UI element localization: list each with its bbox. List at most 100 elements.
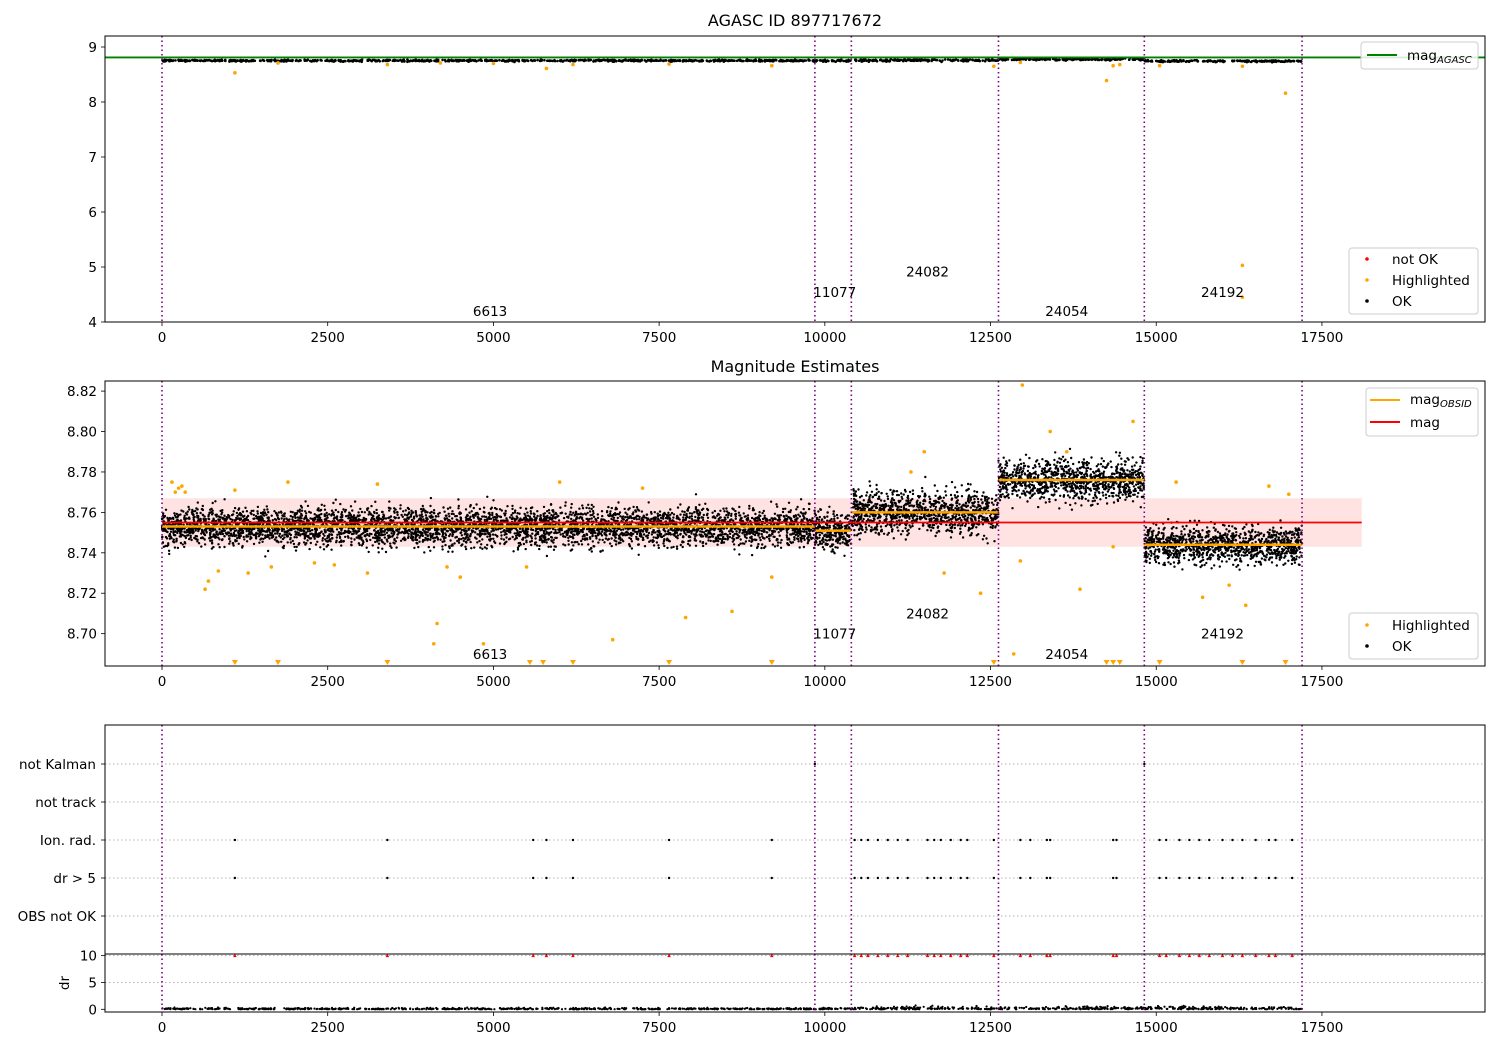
- mag-ok-point: [588, 507, 591, 510]
- mag-ok-point: [261, 540, 264, 543]
- mag-ok-point: [524, 507, 528, 510]
- mag-ok-point: [396, 513, 399, 517]
- agasc-ok-point: [766, 59, 769, 62]
- mag-ok-point: [802, 530, 806, 533]
- mag-ok-point: [581, 504, 584, 507]
- mag-ok-point: [808, 518, 811, 521]
- mag-ok-point: [577, 543, 580, 546]
- mag-ok-point: [335, 528, 339, 531]
- mag-ok-point: [682, 516, 685, 519]
- agasc-ok-point: [902, 58, 906, 62]
- mag-ok-point: [455, 518, 458, 521]
- agasc-ok-point: [1292, 59, 1296, 63]
- agasc-ok-point: [821, 59, 824, 63]
- agasc-ok-point: [558, 59, 562, 62]
- mag-ok-point: [179, 519, 183, 522]
- mag-ok-point: [437, 515, 440, 518]
- agasc-y-tick-label: 5: [88, 260, 97, 276]
- mag-ok-point: [204, 517, 207, 521]
- agasc-ok-point: [648, 59, 651, 62]
- mag-ok-point: [380, 538, 383, 542]
- mag-ok-point: [413, 523, 416, 526]
- mag-ok-point: [626, 513, 629, 516]
- mag-ok-point: [355, 530, 358, 533]
- agasc-y-tick-label: 6: [88, 205, 97, 221]
- mag-ok-point: [179, 535, 182, 538]
- mag-ok-point: [470, 547, 473, 550]
- mag-ok-point: [433, 512, 436, 515]
- mag-ok-point: [486, 543, 489, 547]
- mag-ok-point: [312, 535, 315, 538]
- mag-ok-point: [410, 527, 413, 531]
- agasc-ok-point: [906, 58, 910, 62]
- agasc-x-tick-label: 17500: [1300, 330, 1343, 346]
- not-ok-legend-marker: [1365, 257, 1369, 261]
- mag-ok-point: [656, 512, 659, 515]
- mag-ok-point: [481, 538, 484, 541]
- mag-ok-point: [743, 515, 746, 518]
- agasc-ok-point: [433, 59, 436, 62]
- mag-ok-point: [775, 503, 778, 506]
- mag-ok-point: [684, 518, 687, 522]
- agasc-ok-point: [1107, 58, 1111, 61]
- mag-ok-point: [592, 505, 595, 508]
- mag-ok-point: [658, 513, 662, 517]
- agasc-highlighted-point: [1283, 91, 1288, 95]
- agasc-ok-point: [597, 59, 600, 62]
- agasc-ok-point: [420, 59, 423, 62]
- mag-ok-point: [234, 518, 238, 521]
- agasc-ok-point: [1094, 57, 1097, 61]
- mag-ok-point: [267, 516, 270, 520]
- mag-ok-point: [569, 510, 572, 514]
- mag-ok-point: [306, 504, 310, 508]
- mag-ok-point: [259, 511, 263, 515]
- agasc-ok-point: [551, 59, 555, 63]
- mag-ok-point: [448, 546, 451, 550]
- mag-ok-point: [396, 511, 399, 514]
- mag-ok-point: [183, 545, 186, 549]
- mag-ok-point: [173, 546, 177, 549]
- mag-ok-point: [289, 541, 292, 544]
- agasc-ok-point: [290, 59, 294, 63]
- agasc-ok-point: [630, 59, 634, 62]
- mag-ok-point: [280, 540, 283, 543]
- mag-ok-point: [221, 532, 225, 536]
- mag-ok-point: [729, 519, 732, 522]
- agasc-ok-point: [1177, 60, 1180, 63]
- agasc-ok-point: [548, 59, 551, 62]
- mag-ok-point: [283, 512, 286, 516]
- mag-ok-point: [750, 516, 754, 520]
- agasc-ok-point: [1218, 59, 1222, 62]
- agasc-ok-point: [1221, 59, 1224, 63]
- mag-ok-point: [802, 545, 806, 549]
- mag-ok-point: [468, 511, 471, 514]
- agasc-highlighted-point: [276, 61, 280, 65]
- agasc-ok-point: [1268, 59, 1271, 63]
- agasc-ok-point: [471, 58, 475, 62]
- agasc-ok-point: [546, 59, 549, 62]
- mag-ok-point: [772, 535, 775, 538]
- mag-ok-point: [420, 513, 423, 516]
- mag-ok-point: [348, 511, 351, 514]
- mag-ok-point: [210, 547, 214, 550]
- mag-ok-point: [454, 515, 457, 518]
- mag-ok-point: [594, 534, 597, 538]
- agasc-ok-point: [654, 58, 658, 62]
- mag-ok-point: [570, 506, 573, 509]
- mag-ok-point: [562, 516, 566, 520]
- mag-ok-point: [337, 510, 340, 514]
- mag-ok-point: [491, 546, 494, 549]
- agasc-ok-point: [652, 59, 656, 62]
- agasc-ok-point: [983, 59, 987, 63]
- mag-ok-point: [476, 541, 479, 544]
- agasc-ok-point: [339, 60, 342, 63]
- mag-ok-point: [679, 543, 682, 547]
- agasc-ok-point: [1038, 58, 1041, 61]
- mag-ok-point: [764, 545, 767, 548]
- agasc-ok-point: [392, 58, 396, 62]
- mag-ok-point: [564, 512, 567, 515]
- mag-ok-point: [435, 535, 439, 539]
- mag-ok-point: [278, 532, 282, 536]
- mag-ok-point: [701, 541, 705, 544]
- mag-ok-point: [203, 515, 206, 518]
